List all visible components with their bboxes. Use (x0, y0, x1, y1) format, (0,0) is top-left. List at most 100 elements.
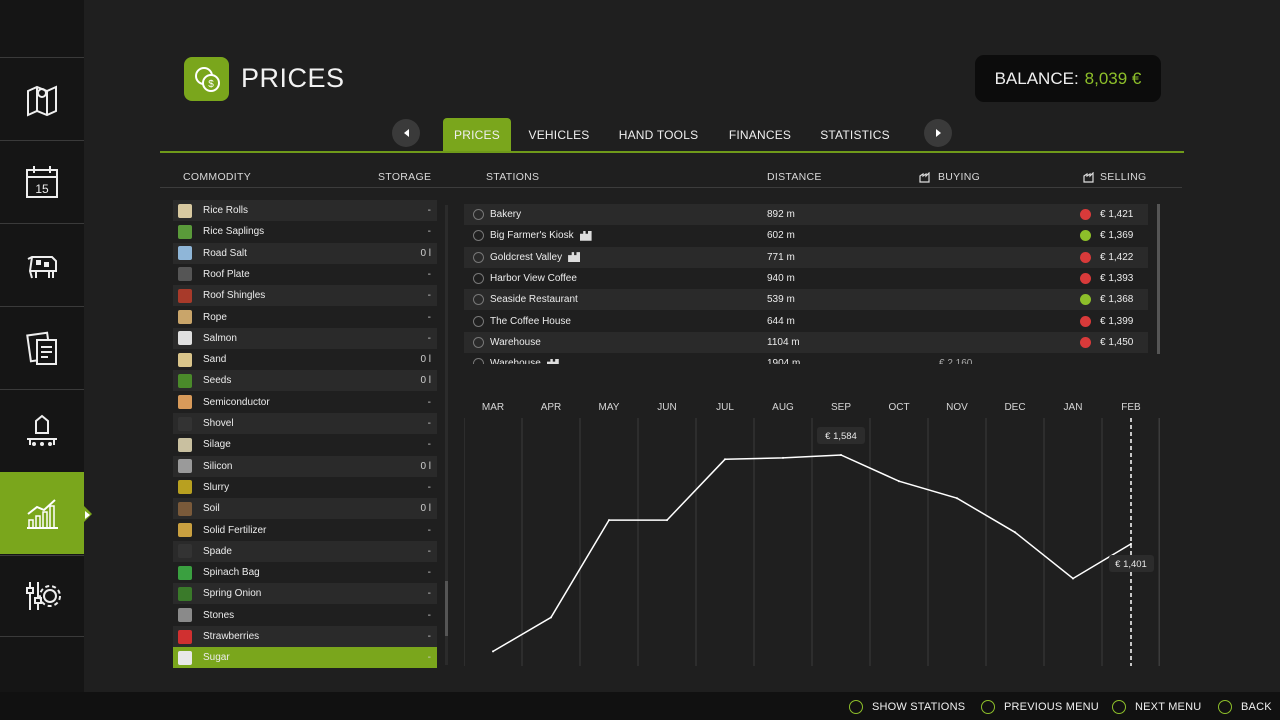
station-distance: 1904 m (767, 358, 801, 364)
sidebar-item-animals[interactable] (0, 223, 84, 305)
commodity-row[interactable]: Semiconductor - (173, 392, 437, 413)
commodity-row[interactable]: Rice Saplings - (173, 221, 437, 242)
commodity-icon (178, 224, 192, 239)
station-distance: 771 m (767, 251, 795, 263)
station-row[interactable]: Harbor View Coffee 940 m € 1,393 (464, 268, 1148, 289)
sidebar-item-calendar[interactable]: 15 (0, 140, 84, 222)
station-row[interactable]: Bakery 892 m € 1,421 (464, 204, 1148, 225)
sidebar-item-map[interactable] (0, 57, 84, 139)
tab-prices[interactable]: PRICES (443, 118, 511, 152)
commodity-name: Spinach Bag (203, 567, 260, 579)
commodity-icon (178, 459, 192, 474)
commodity-row[interactable]: Seeds 0 l (173, 370, 437, 392)
commodity-row[interactable]: Soil 0 l (173, 498, 437, 520)
station-row[interactable]: Warehouse 1104 m € 1,450 (464, 331, 1148, 353)
station-locate-icon[interactable] (473, 230, 484, 242)
station-row[interactable]: Warehouse 1904 m € 2,160 (464, 353, 1148, 364)
station-locate-icon[interactable] (473, 209, 484, 220)
station-locate-icon[interactable] (473, 336, 484, 348)
commodity-row[interactable]: Spade - (173, 540, 437, 562)
commodity-scrollbar-thumb[interactable] (445, 581, 448, 636)
month-tick-label: JUL (716, 402, 734, 413)
show-stations-button[interactable]: SHOW STATIONS (849, 700, 965, 714)
next-menu-button[interactable]: NEXT MENU (1112, 700, 1201, 714)
station-row[interactable]: Seaside Restaurant 539 m € 1,368 (464, 289, 1148, 311)
price-point (492, 650, 494, 653)
commodity-storage: - (427, 652, 431, 664)
arrow-left-icon (403, 129, 409, 137)
commodity-storage: - (427, 439, 431, 451)
commodity-row[interactable]: Shovel - (173, 413, 437, 434)
back-button[interactable]: BACK (1218, 700, 1272, 714)
sidebar: 15 (0, 0, 92, 720)
station-locate-icon[interactable] (473, 272, 484, 284)
commodity-icon (178, 650, 192, 665)
station-locate-icon[interactable] (473, 358, 484, 364)
sidebar-item-production[interactable] (0, 389, 84, 471)
commodity-row[interactable]: Strawberries - (173, 626, 437, 647)
tab-underline (160, 151, 1184, 153)
commodity-storage: - (427, 205, 431, 216)
commodity-row[interactable]: Spinach Bag - (173, 562, 437, 583)
commodity-icon (178, 310, 192, 324)
commodity-row[interactable]: Stones - (173, 605, 437, 626)
tab-finances[interactable]: FINANCES (728, 128, 792, 142)
sidebar-item-settings[interactable] (0, 555, 84, 637)
previous-menu-button[interactable]: PREVIOUS MENU (981, 700, 1099, 714)
commodity-row[interactable]: Road Salt 0 l (173, 242, 437, 264)
commodity-scrollbar[interactable] (445, 205, 448, 665)
station-selling: € 1,369 (1100, 230, 1134, 242)
station-locate-icon[interactable] (473, 315, 484, 327)
commodity-row[interactable]: Sand 0 l (173, 349, 437, 370)
station-row[interactable]: Big Farmer's Kiosk 602 m € 1,369 (464, 225, 1148, 246)
factory-icon (546, 358, 559, 364)
commodity-icon (178, 352, 192, 367)
commodity-row[interactable]: Sugar - (173, 647, 437, 668)
commodity-storage: 0 l (420, 354, 431, 366)
station-row[interactable]: The Coffee House 644 m € 1,399 (464, 311, 1148, 332)
station-locate-icon[interactable] (473, 294, 484, 306)
commodity-icon (178, 437, 192, 452)
price-point (724, 458, 726, 461)
commodity-row[interactable]: Solid Fertilizer - (173, 520, 437, 541)
commodity-row[interactable]: Roof Plate - (173, 264, 437, 285)
commodity-row[interactable]: Salmon - (173, 327, 437, 349)
commodity-row[interactable]: Rice Rolls - (173, 200, 437, 221)
tab-next-button[interactable] (924, 119, 952, 147)
station-name-cell: The Coffee House (490, 316, 780, 327)
commodity-list[interactable]: Rice Rolls - Rice Saplings - Road Salt 0 l Roo… (173, 200, 437, 668)
commodity-icon (178, 544, 192, 559)
commodity-storage: 0 l (420, 503, 431, 515)
month-tick-label: MAY (599, 402, 620, 413)
sidebar-item-prices[interactable] (0, 472, 92, 554)
commodity-row[interactable]: Roof Shingles - (173, 285, 437, 307)
stations-scrollbar[interactable] (1157, 204, 1160, 354)
station-locate-icon[interactable] (473, 251, 484, 263)
price-point (956, 497, 958, 500)
commodity-row[interactable]: Slurry - (173, 477, 437, 498)
commodity-storage: - (427, 481, 431, 493)
commodity-row[interactable]: Rope - (173, 307, 437, 328)
price-point (782, 456, 784, 459)
station-name: Seaside Restaurant (490, 294, 578, 306)
commodity-name: Sand (203, 354, 227, 366)
trend-up-icon (1080, 294, 1091, 306)
month-tick-label: FEB (1121, 402, 1141, 413)
tab-prev-button[interactable] (392, 119, 420, 147)
stations-table[interactable]: Bakery 892 m € 1,421 Big Farmer's Kiosk 602 … (464, 204, 1148, 364)
trend-down-icon (1080, 272, 1091, 284)
commodity-icon (178, 565, 192, 580)
trend-down-icon (1080, 209, 1091, 220)
tab-vehicles[interactable]: VEHICLES (528, 128, 590, 142)
tab-statistics[interactable]: STATISTICS (820, 128, 890, 142)
sidebar-item-contracts[interactable] (0, 306, 84, 388)
tab-hand-tools[interactable]: HAND TOOLS (618, 128, 699, 142)
commodity-icon (178, 629, 192, 644)
commodity-row[interactable]: Silage - (173, 434, 437, 455)
station-row[interactable]: Goldcrest Valley 771 m € 1,422 (464, 246, 1148, 268)
commodity-row[interactable]: Silicon 0 l (173, 455, 437, 477)
commodity-row[interactable]: Spring Onion - (173, 583, 437, 605)
price-point (1014, 531, 1016, 534)
month-tick-label: NOV (946, 402, 968, 413)
commodity-storage: 0 l (420, 460, 431, 472)
